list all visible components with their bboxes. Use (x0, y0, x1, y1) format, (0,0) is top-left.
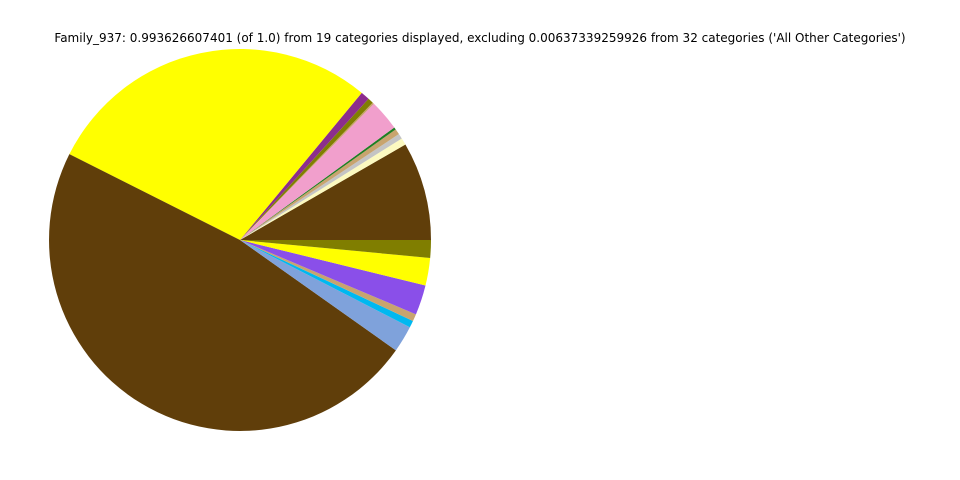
pie-slice-pale-yellow (240, 138, 406, 240)
pie-slice-silver (240, 134, 402, 240)
pie-slice-brown-medium (240, 144, 431, 240)
pie-slice-tan (240, 129, 399, 240)
pie-slice-tan-sliver (240, 102, 374, 240)
chart-title: Family_937: 0.993626607401 (of 1.0) from… (54, 31, 906, 45)
pie-slice-purple (240, 92, 369, 240)
pie-slice-cornflower-blue (240, 240, 410, 351)
pie-slice-yellow-small (240, 240, 431, 286)
pie-slice-pink (240, 103, 395, 241)
pie-slice-brown-large (49, 154, 396, 431)
pie-slice-yellow-large (69, 48, 362, 241)
pie-slice-olive (240, 98, 373, 240)
pie-slice-tan-2 (240, 240, 416, 322)
pie-slice-blue-violet (240, 240, 426, 315)
pie-slice-green (240, 127, 396, 240)
pie-slice-olive-2 (240, 240, 431, 258)
pie-slice-deep-sky-blue (240, 240, 413, 328)
